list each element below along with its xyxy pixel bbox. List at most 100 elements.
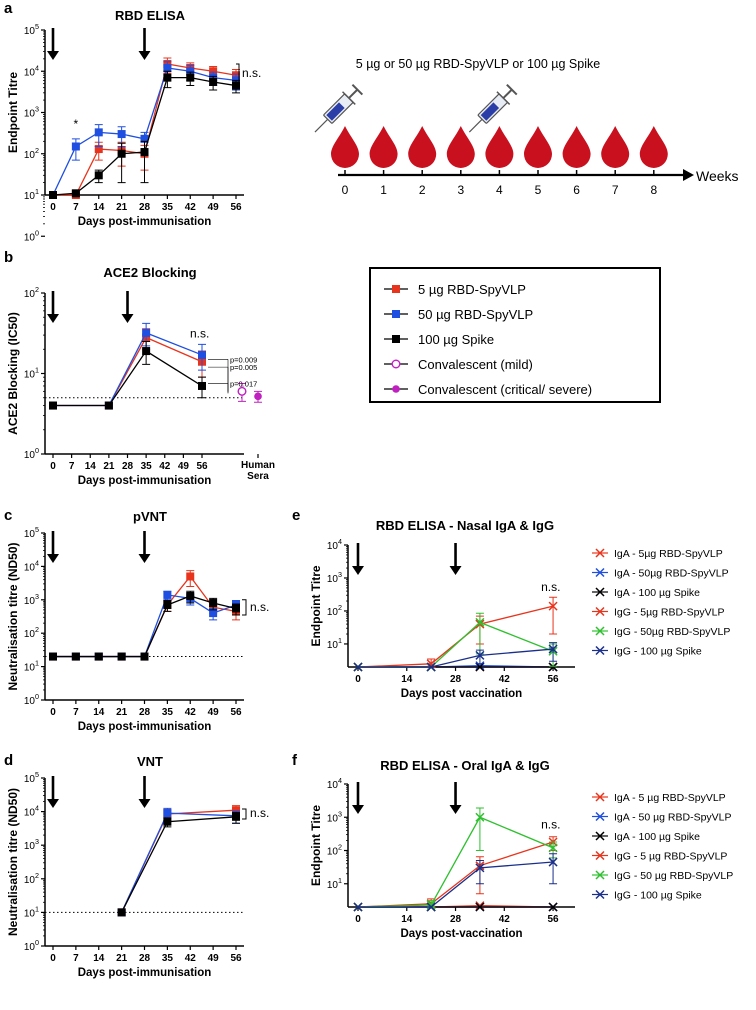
y-axis-label: Neutralisation titre (ND50) <box>6 542 20 690</box>
y-tick-label: 105 <box>24 770 39 785</box>
data-point <box>548 601 558 611</box>
x-axis-label: Days post-vaccination <box>400 928 522 940</box>
data-point <box>117 149 126 158</box>
y-tick-label: 102 <box>24 146 39 161</box>
data-point <box>209 77 218 86</box>
data-point <box>186 73 195 82</box>
data-point <box>254 392 262 401</box>
x-axis-label: Days post-immunisation <box>78 216 212 228</box>
week-label: 5 <box>535 183 542 197</box>
series-100-g-spike <box>49 340 206 410</box>
x-tick-label: 28 <box>139 953 151 964</box>
data-point <box>71 142 80 151</box>
chart-title: RBD ELISA - Nasal IgA & IgG <box>376 518 554 533</box>
x-tick-label: 28 <box>450 674 462 685</box>
panel-letter-b: b <box>4 249 13 266</box>
data-point <box>237 386 247 396</box>
y-tick-label: 100 <box>24 446 39 461</box>
syringe-fluid <box>326 102 345 121</box>
blood-drop-icon <box>639 126 668 169</box>
x-tick-label: 21 <box>116 707 128 718</box>
immunisation-arrow-head <box>47 51 59 60</box>
syringe-handle <box>506 83 518 96</box>
data-point <box>548 902 558 912</box>
chart-c: pVNT Days post-immunisation Neutralisation… <box>6 509 269 733</box>
data-point <box>49 652 57 661</box>
series-line <box>357 816 554 908</box>
syringe-fluid <box>480 102 500 121</box>
syringe-icon <box>314 83 364 133</box>
data-point <box>232 806 240 815</box>
x-tick-label: 35 <box>162 202 174 213</box>
x-axis-label: Days post-immunisation <box>78 475 212 487</box>
data-point <box>232 812 240 821</box>
legend-label: IgA - 50µg RBD-SpyVLP <box>614 568 729 580</box>
legend-label: 5 µg RBD-SpyVLP <box>418 282 526 297</box>
x-tick-label: 28 <box>450 914 462 925</box>
legend-box <box>369 267 661 403</box>
ns-annotation: n.s. <box>541 580 560 594</box>
series-50-g-rbd-spyvlp <box>117 807 240 917</box>
x-tick-label: 56 <box>196 461 208 472</box>
legend-label: IgG - 50 µg RBD-SpyVLP <box>614 870 733 882</box>
syringe-flange <box>342 91 356 105</box>
legend-label: IgA - 100 µg Spike <box>614 587 700 599</box>
legend-label: 100 µg Spike <box>418 332 494 347</box>
x-tick-label: 42 <box>185 707 197 718</box>
y-tick-label: 104 <box>24 558 39 573</box>
y-axis-label: Endpoint Titre <box>309 565 323 646</box>
x-tick-label: 0 <box>355 674 361 685</box>
syringe-plunger <box>502 88 513 99</box>
x-tick-label: 14 <box>401 674 413 685</box>
data-point <box>209 609 218 618</box>
x-tick-label: 14 <box>85 461 97 472</box>
data-point <box>475 661 485 671</box>
legend-marker <box>595 645 605 656</box>
chart-title: RBD ELISA - Oral IgA & IgG <box>380 758 550 773</box>
chart-title: ACE2 Blocking <box>103 265 196 280</box>
series-igg-5-g-rbd-spyvlp <box>353 836 558 912</box>
timeline-label: 5 µg or 50 µg RBD-SpyVLP or 100 µg Spike <box>356 57 600 71</box>
y-tick-label: 101 <box>24 187 39 202</box>
week-label: 2 <box>419 183 426 197</box>
x-tick-label: 7 <box>73 202 79 213</box>
vaccination-timeline: 5 µg or 50 µg RBD-SpyVLP or 100 µg Spike… <box>314 57 739 197</box>
data-point <box>163 590 172 599</box>
x-tick-label: 7 <box>73 953 79 964</box>
legend-marker <box>595 850 605 861</box>
legend-label: IgA - 5µg RBD-SpyVLP <box>614 548 723 560</box>
x-tick-label: 28 <box>139 202 151 213</box>
series-igg-50-g-rbd-spyvlp <box>353 612 558 672</box>
data-point <box>140 134 149 143</box>
legend-label: IgA - 50 µg RBD-SpyVLP <box>614 812 732 824</box>
x-tick-label: 14 <box>401 914 413 925</box>
legend-marker <box>595 567 605 578</box>
data-point <box>209 599 218 608</box>
data-point <box>94 171 103 180</box>
x-tick-label: 7 <box>73 707 79 718</box>
data-point <box>209 67 218 76</box>
data-point <box>140 148 149 157</box>
series-line <box>358 861 554 908</box>
chart-f: RBD ELISA - Oral IgA & IgG Days post-vacc… <box>309 758 575 940</box>
legend-label: IgG - 5 µg RBD-SpyVLP <box>614 851 727 863</box>
legend-marker <box>595 811 605 822</box>
y-axis-label: Endpoint Titre <box>6 72 20 153</box>
significance-star: * <box>74 117 79 131</box>
y-tick-label: 101 <box>327 876 342 891</box>
data-point <box>353 662 363 672</box>
data-point <box>140 652 149 661</box>
y-tick-label: 100 <box>24 228 39 243</box>
chart-title: pVNT <box>133 509 167 524</box>
data-point <box>475 812 485 822</box>
ns-bracket <box>236 63 240 87</box>
x-tick-label: 0 <box>50 461 56 472</box>
p-value-label: p=0.009 <box>230 355 257 364</box>
blood-drop-icon <box>524 126 552 168</box>
data-point <box>117 652 126 661</box>
ns-bracket <box>242 599 247 616</box>
p-value-label: p=0.017 <box>230 380 257 389</box>
legend-label: Convalescent (mild) <box>418 357 533 372</box>
error-bar <box>549 596 558 635</box>
timeline-arrowhead <box>683 169 694 181</box>
